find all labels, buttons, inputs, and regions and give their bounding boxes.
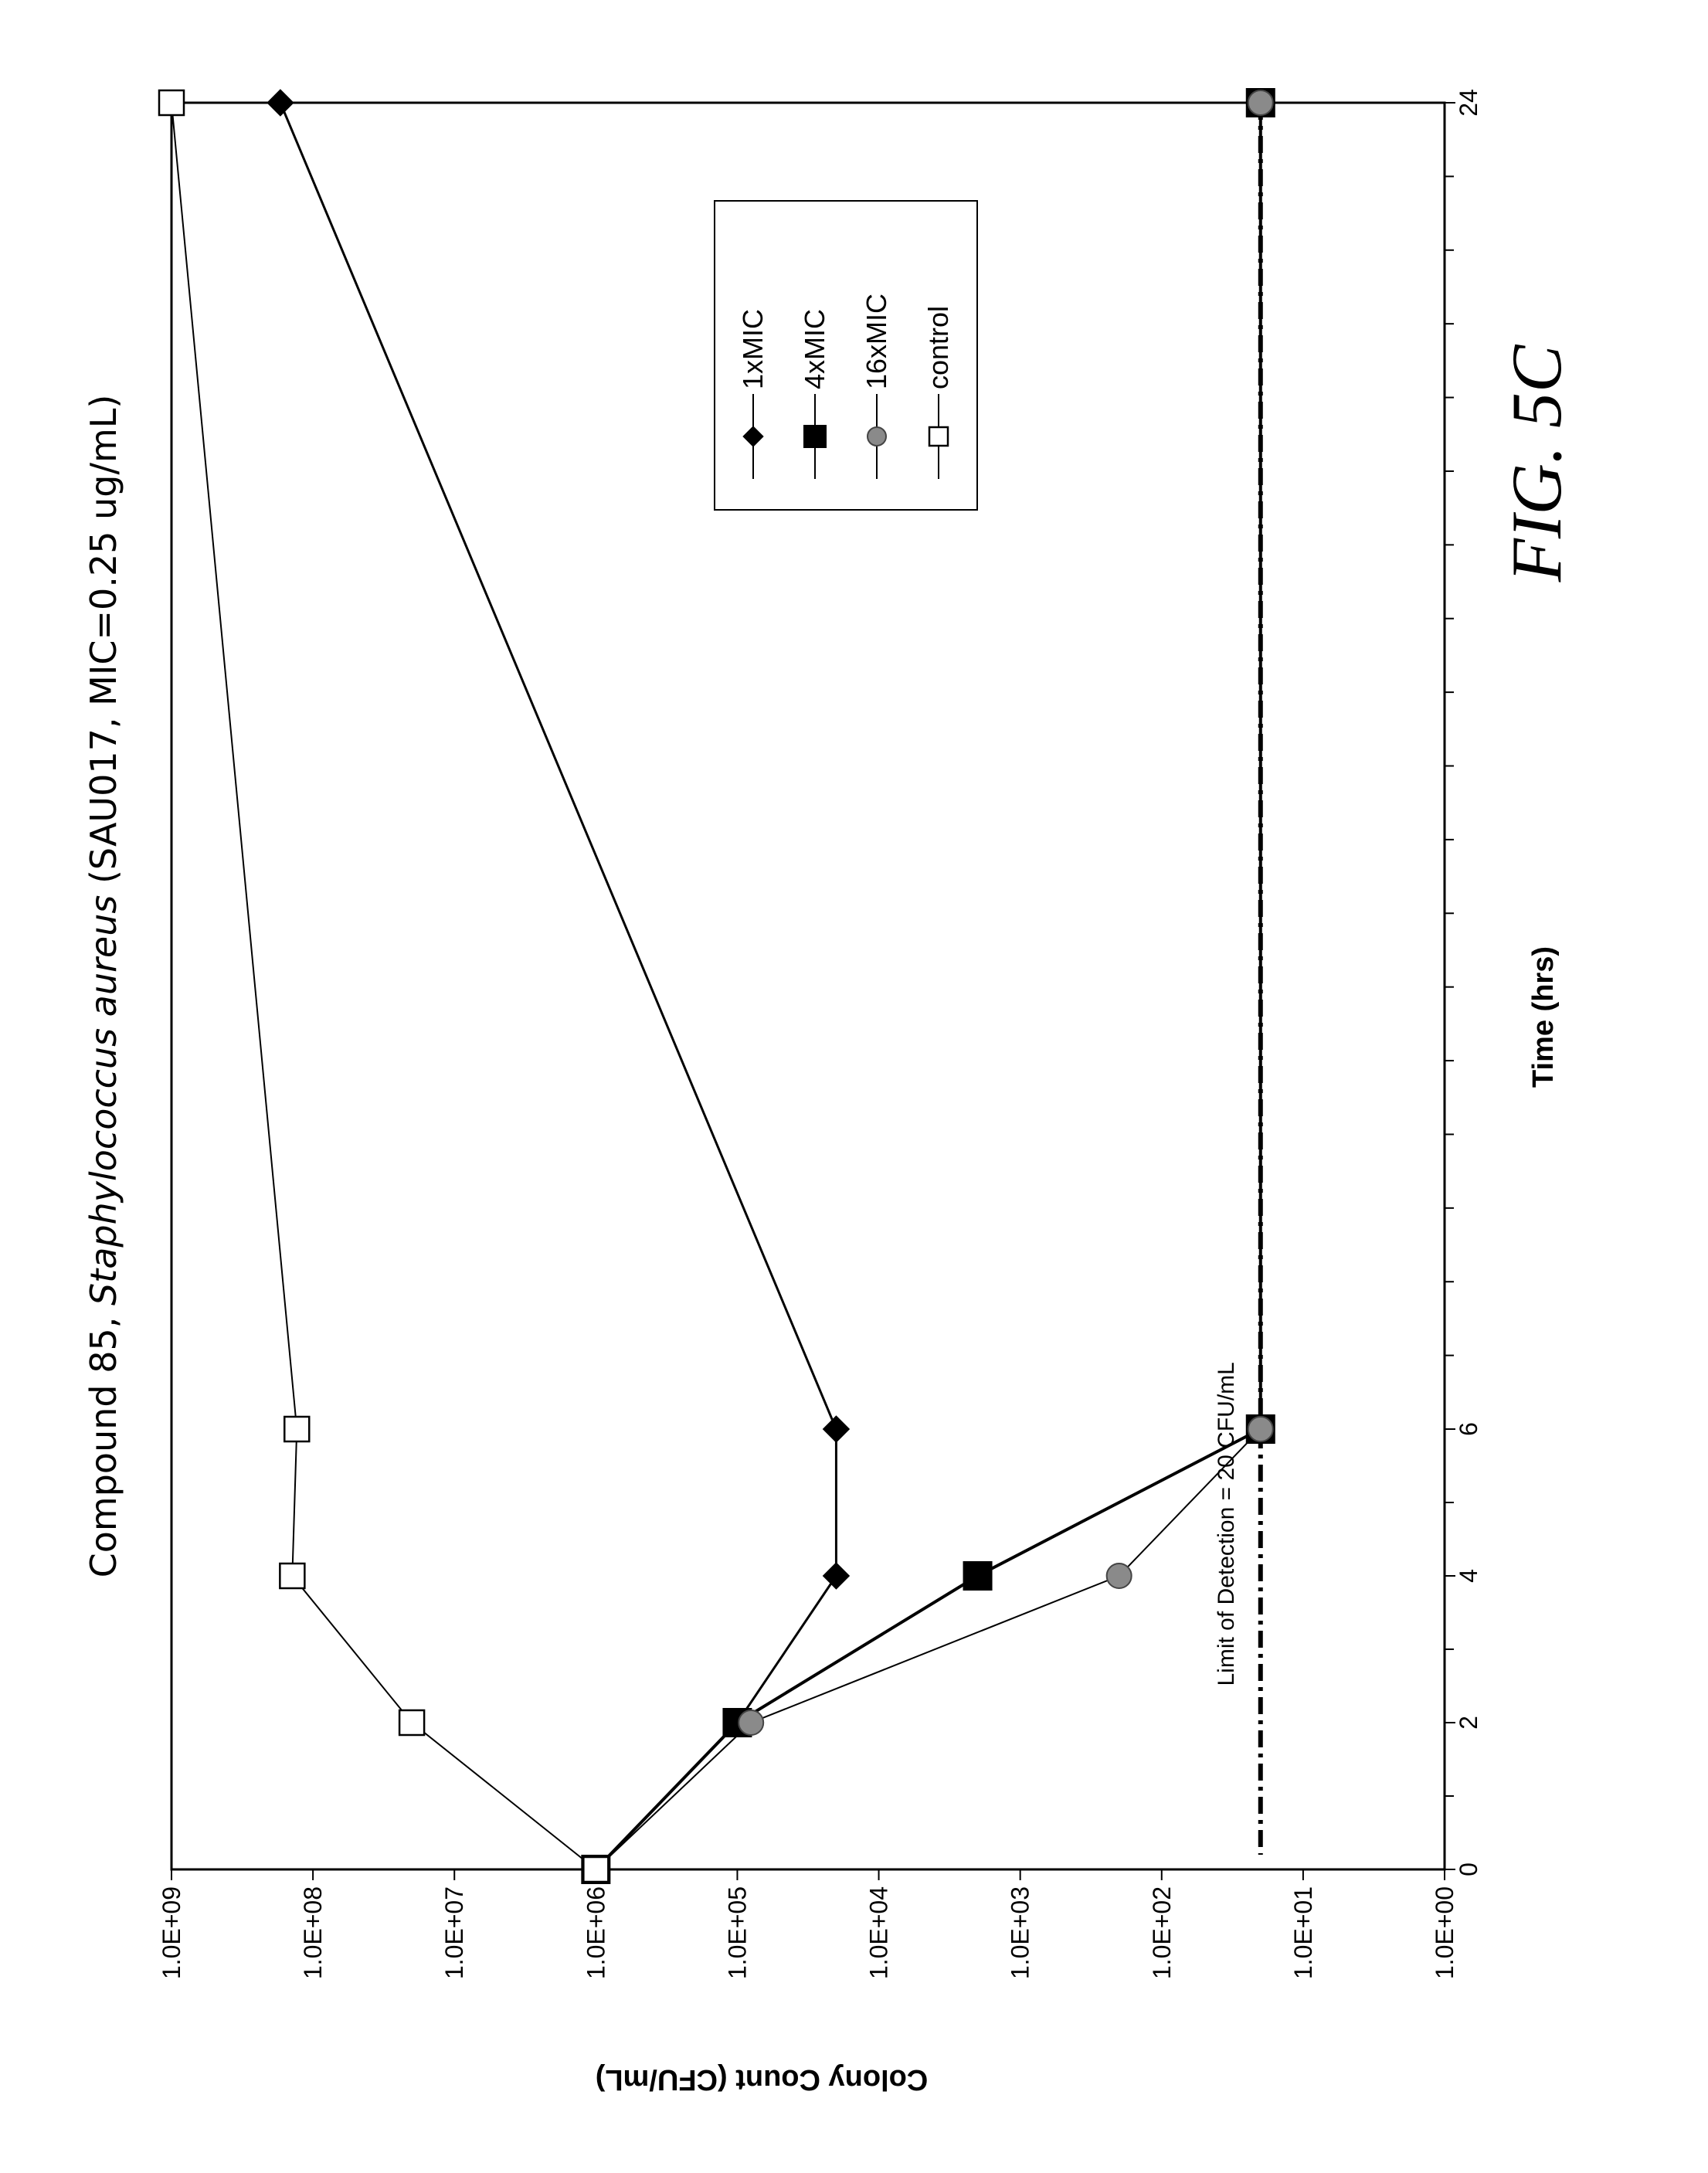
- point-16xMIC: [1107, 1564, 1132, 1588]
- title-species: Staphylococcus aureus: [83, 895, 124, 1305]
- point-control: [159, 90, 184, 115]
- y-tick-label: 1.0E+00: [1431, 1886, 1458, 1979]
- y-tick-label: 1.0E+02: [1148, 1886, 1176, 1979]
- title-prefix: Compound 85,: [83, 1305, 124, 1577]
- y-axis-title: Colony Count (CFU/mL): [596, 2063, 929, 2096]
- legend-marker: [929, 427, 948, 446]
- point-16xMIC: [739, 1710, 763, 1735]
- limit-of-detection-label: Limit of Detection = 20 CFU/mL: [1214, 1362, 1239, 1686]
- legend-marker: [868, 427, 886, 446]
- y-tick-label: 1.0E+06: [582, 1886, 610, 1979]
- point-1xMIC: [823, 1563, 849, 1589]
- x-tick-label: 6: [1455, 1422, 1482, 1436]
- y-tick-label: 1.0E+07: [440, 1886, 468, 1979]
- point-control: [583, 1857, 608, 1882]
- legend-label: 16xMIC: [861, 294, 892, 389]
- legend-label: 1xMIC: [737, 309, 769, 389]
- legend-label: control: [922, 306, 954, 389]
- legend-marker: [803, 425, 827, 448]
- point-control: [284, 1417, 309, 1441]
- point-1xMIC: [823, 1416, 849, 1442]
- point-16xMIC: [1248, 90, 1273, 115]
- x-tick-label: 4: [1455, 1569, 1482, 1583]
- x-tick-label: 0: [1455, 1862, 1482, 1876]
- x-axis-title: Time (hrs): [1527, 946, 1560, 1088]
- figure-label: FIG. 5C: [1497, 344, 1576, 582]
- point-control: [280, 1564, 304, 1588]
- y-tick-label: 1.0E+08: [299, 1886, 327, 1979]
- y-tick-label: 1.0E+05: [723, 1886, 751, 1979]
- point-control: [399, 1710, 424, 1735]
- title-suffix: (SAU017, MIC=0.25 ug/mL): [83, 395, 124, 895]
- legend-label: 4xMIC: [799, 309, 830, 389]
- y-tick-label: 1.0E+09: [158, 1886, 185, 1979]
- x-tick-label: 24: [1455, 89, 1482, 117]
- chart-title: Compound 85, Staphylococcus aureus (SAU0…: [83, 395, 124, 1578]
- x-tick-label: 2: [1455, 1716, 1482, 1730]
- series-line-control: [171, 103, 596, 1869]
- plot-group: 1.0E+00 1.0E+01 1.0E+02 1.0E+03 1.0E+04 1.0E+…: [83, 88, 1560, 2096]
- y-tick-label: 1.0E+04: [865, 1886, 893, 1979]
- point-4xMIC: [963, 1561, 993, 1591]
- y-tick-label: 1.0E+01: [1289, 1886, 1317, 1979]
- point-16xMIC: [1248, 1417, 1273, 1441]
- y-tick-label: 1.0E+03: [1007, 1886, 1034, 1979]
- point-1xMIC: [267, 90, 294, 116]
